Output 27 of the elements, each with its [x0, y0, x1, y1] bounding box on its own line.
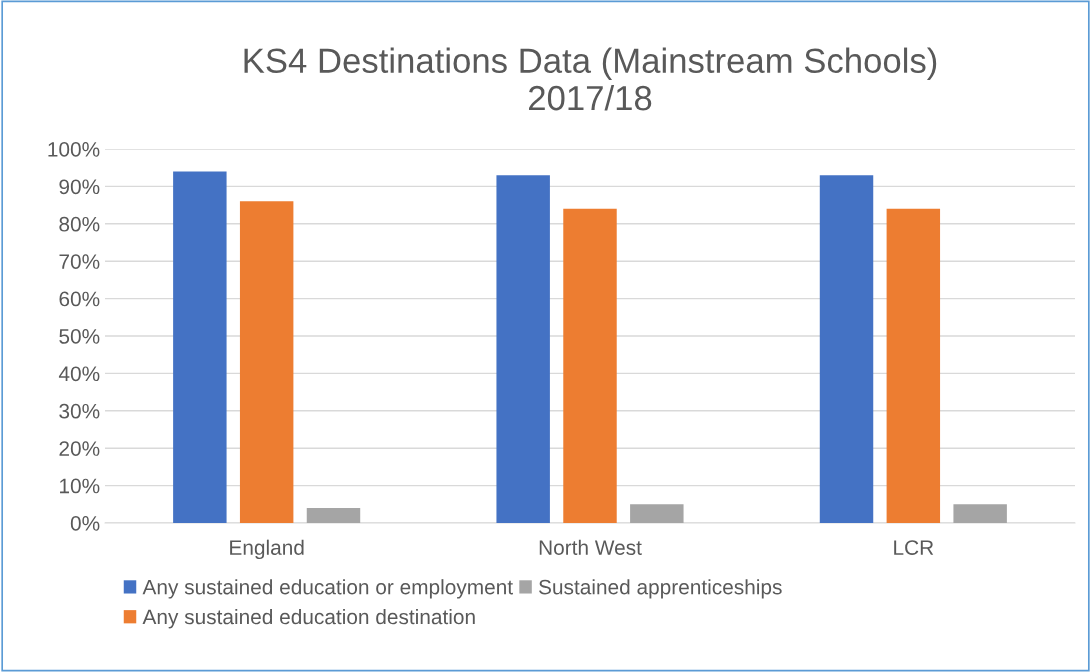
- y-tick-label: 10%: [60, 478, 100, 494]
- y-tick-label: 80%: [59, 216, 100, 232]
- bar: [173, 171, 227, 523]
- y-tick-label: 30%: [59, 403, 100, 419]
- bar: [306, 508, 361, 523]
- bar: [953, 504, 1007, 523]
- bar: [886, 208, 941, 523]
- chart-title: KS4 Destinations Data (Mainstream Schools) 2017/18: [244, 47, 937, 111]
- y-tick-label: 100%: [48, 142, 100, 157]
- y-tick-label: 0%: [70, 516, 100, 531]
- bar: [630, 504, 684, 523]
- y-tick-label: 90%: [59, 179, 100, 195]
- y-tick-label: 40%: [58, 366, 100, 382]
- bar: [819, 175, 874, 523]
- bar: [563, 208, 617, 523]
- y-tick-label: 60%: [59, 291, 100, 307]
- x-tick-label: North West: [539, 539, 642, 555]
- legend-label: Sustained apprenticeships: [539, 579, 782, 599]
- y-tick-label: 70%: [59, 254, 100, 269]
- bar: [239, 201, 294, 523]
- x-tick-label: England: [230, 539, 304, 560]
- legend-label: Any sustained education or employment: [142, 579, 513, 599]
- y-tick-label: 50%: [59, 329, 100, 344]
- y-tick-label: 20%: [59, 441, 100, 456]
- legend-label: Any sustained education destination: [142, 608, 475, 629]
- bar: [496, 175, 550, 523]
- x-tick-label: LCR: [894, 540, 934, 555]
